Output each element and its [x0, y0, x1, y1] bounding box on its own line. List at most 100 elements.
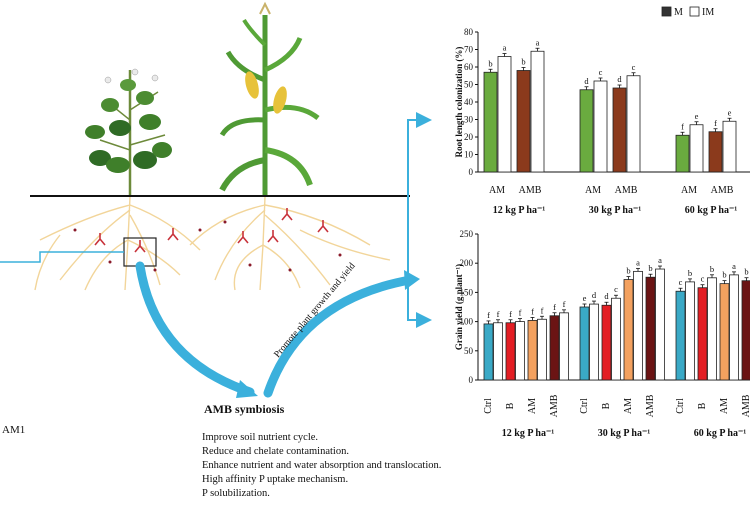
y-tick-label: 40: [464, 97, 474, 107]
bar-am-m: [527, 320, 538, 381]
bar-amb-im: [722, 120, 737, 173]
significance-letter: f: [487, 310, 490, 320]
bacteria-dots: [73, 220, 342, 272]
y-tick-label: 20: [464, 132, 474, 142]
bar-am-im: [633, 270, 643, 381]
category-label: Ctrl: [579, 398, 590, 414]
y-tick-label: 60: [464, 62, 474, 72]
bar-am-im: [497, 56, 512, 173]
bar-am-m: [623, 279, 634, 381]
bar-am-im: [729, 274, 739, 381]
significance-letter: a: [732, 261, 736, 271]
category-label: AMB: [519, 185, 542, 196]
bar-am-m: [483, 71, 498, 173]
bracket-upper: [407, 112, 432, 200]
significance-letter: d: [617, 74, 622, 84]
arrow-to-amb: [135, 261, 255, 397]
bar-amb-m: [741, 280, 750, 381]
y-tick-label: 80: [464, 27, 474, 37]
y-tick-label: 100: [460, 317, 474, 327]
significance-letter: e: [583, 293, 587, 303]
significance-letter: f: [541, 305, 544, 315]
group-label: 60 kg P ha⁻¹: [694, 428, 746, 439]
significance-letter: b: [722, 270, 726, 280]
bar-b-m: [505, 322, 516, 381]
significance-letter: f: [509, 309, 512, 319]
y-tick-label: 50: [464, 80, 474, 90]
significance-letter: b: [521, 57, 525, 67]
bar-amb-m: [612, 87, 627, 173]
significance-letter: b: [688, 268, 692, 278]
root-system: [34, 196, 391, 291]
benefit-item: Reduce and chelate contamination.: [202, 446, 349, 457]
y-tick-label: 250: [460, 229, 474, 239]
group-label: 60 kg P ha⁻¹: [685, 205, 737, 216]
bar-ctrl-m: [483, 323, 494, 381]
significance-letter: b: [648, 263, 652, 273]
group-label: 12 kg P ha⁻¹: [493, 205, 545, 216]
category-label: AMB: [711, 185, 734, 196]
significance-letter: e: [728, 107, 732, 117]
category-label: AM: [681, 185, 697, 196]
bar-amb-m: [645, 276, 656, 381]
path-label: Promote plant growth and yield: [273, 261, 358, 360]
bar-ctrl-im: [493, 322, 503, 381]
significance-letter: c: [701, 274, 705, 284]
bar-ctrl-im: [589, 303, 599, 381]
significance-letter: f: [531, 306, 534, 316]
category-label: AM: [623, 398, 634, 414]
bar-b-im: [515, 321, 525, 381]
category-label: AM: [527, 398, 538, 414]
y-tick-label: 150: [460, 287, 474, 297]
y-tick-label: 30: [464, 115, 474, 125]
category-label: AMB: [549, 394, 560, 417]
category-label: B: [697, 402, 708, 409]
legend-label-im: IM: [702, 7, 714, 18]
zoom-connector: [0, 251, 124, 263]
significance-letter: a: [636, 257, 640, 267]
significance-letter: a: [658, 255, 662, 265]
bar-b-m: [601, 304, 612, 381]
benefit-item: Enhance nutrient and water absorption an…: [202, 460, 442, 471]
legend-label-m: M: [674, 7, 683, 18]
significance-letter: f: [519, 308, 522, 318]
category-label: Ctrl: [483, 398, 494, 414]
legend-swatch-m: [661, 6, 672, 17]
bar-am-im: [689, 124, 704, 173]
y-tick-label: 200: [460, 258, 474, 268]
benefit-item: P solubilization.: [202, 488, 270, 499]
y-tick-label: 0: [469, 375, 474, 385]
significance-letter: b: [488, 58, 492, 68]
category-label: B: [505, 402, 516, 409]
bar-amb-im: [559, 312, 569, 381]
y-tick-label: 70: [464, 45, 474, 55]
bar-amb-m: [516, 70, 531, 173]
significance-letter: f: [714, 118, 717, 128]
bar-b-im: [611, 297, 621, 381]
significance-letter: d: [592, 290, 597, 300]
y-axis-label: Root length colonization (%): [454, 47, 464, 158]
y-axis-label: Grain yield (g plant⁻¹): [454, 264, 464, 350]
significance-letter: f: [497, 309, 500, 319]
bar-amb-m: [549, 315, 560, 381]
y-tick-label: 0: [469, 167, 474, 177]
significance-letter: c: [679, 277, 683, 287]
bar-ctrl-m: [579, 306, 590, 381]
significance-letter: b: [710, 264, 714, 274]
category-label: AMB: [615, 185, 638, 196]
fungal-structures: [94, 208, 329, 253]
benefit-item: High affinity P uptake mechanism.: [202, 474, 349, 485]
group-label: 12 kg P ha⁻¹: [502, 428, 554, 439]
arrow-to-amb-head: [236, 380, 258, 398]
significance-letter: c: [632, 62, 636, 72]
bar-amb-im: [655, 268, 665, 381]
significance-letter: b: [744, 267, 748, 277]
bar-amb-m: [708, 131, 723, 173]
bar-am-m: [719, 283, 730, 381]
significance-letter: d: [604, 291, 609, 301]
y-tick-label: 10: [464, 150, 474, 160]
bracket-lower: [407, 200, 432, 328]
legend-swatch-im: [689, 6, 700, 17]
cotton-plant: [85, 68, 172, 195]
